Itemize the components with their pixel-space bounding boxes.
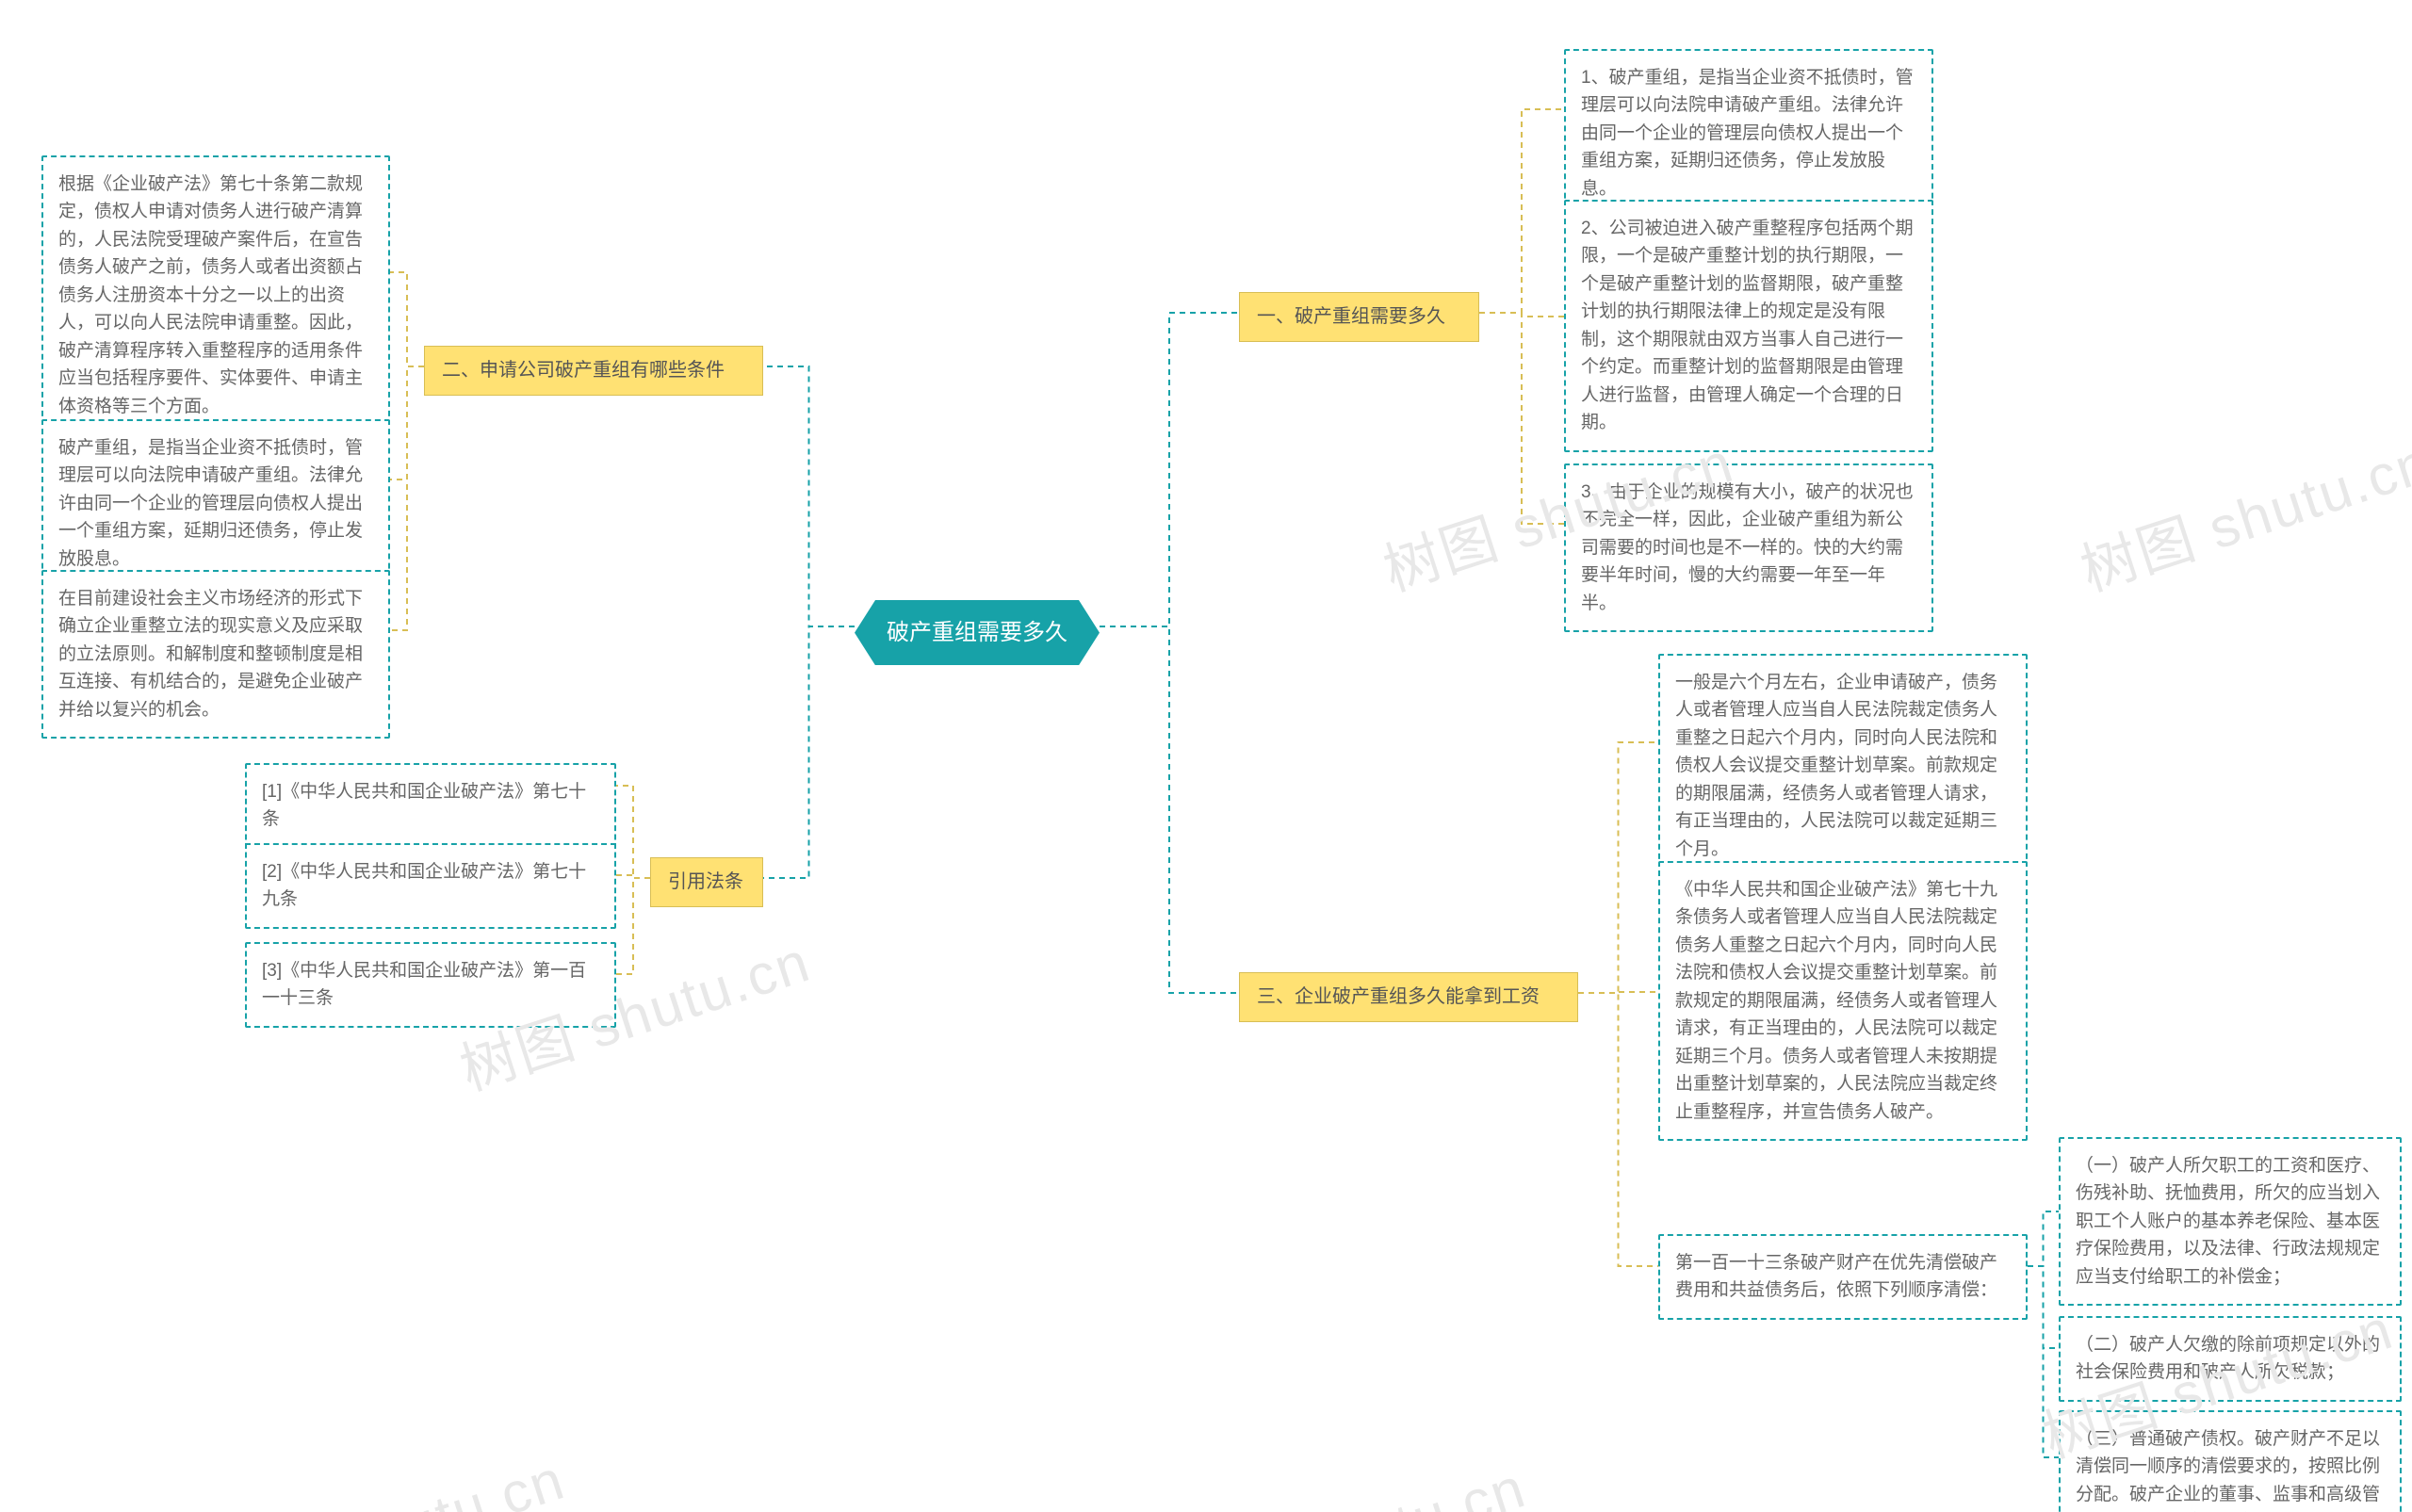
leaf-b2c2: 破产重组，是指当企业资不抵债时，管理层可以向法院申请破产重组。法律允许由同一个企… bbox=[41, 419, 390, 588]
leaf-b3c3b: （二）破产人欠缴的除前项规定以外的社会保险费用和破产人所欠税款； bbox=[2059, 1316, 2402, 1402]
connector bbox=[616, 786, 650, 878]
connector bbox=[616, 875, 650, 878]
connector bbox=[2028, 1266, 2059, 1457]
connector bbox=[1578, 742, 1658, 993]
connector bbox=[1479, 313, 1564, 317]
connector bbox=[2028, 1266, 2059, 1348]
connector bbox=[616, 878, 650, 974]
connector bbox=[390, 272, 424, 366]
leaf-b3c2: 《中华人民共和国企业破产法》第七十九条债务人或者管理人应当自人民法院裁定债务人重… bbox=[1658, 861, 2028, 1141]
connector bbox=[1100, 313, 1239, 626]
connector bbox=[2028, 1211, 2059, 1266]
connector bbox=[1100, 626, 1239, 993]
leaf-b3c3: 第一百一十三条破产财产在优先清偿破产费用和共益债务后，依照下列顺序清偿： bbox=[1658, 1234, 2028, 1320]
leaf-b2c3: 在目前建设社会主义市场经济的形式下确立企业重整立法的现实意义及应采取的立法原则。… bbox=[41, 570, 390, 739]
leaf-b3c3a: （一）破产人所欠职工的工资和医疗、伤残补助、抚恤费用，所欠的应当划入职工个人账户… bbox=[2059, 1137, 2402, 1306]
leaf-b4c1: [1]《中华人民共和国企业破产法》第七十条 bbox=[245, 763, 616, 849]
branch-b4: 引用法条 bbox=[650, 857, 763, 907]
leaf-b3c3c: （三）普通破产债权。破产财产不足以清偿同一顺序的清偿要求的，按照比例分配。破产企… bbox=[2059, 1410, 2402, 1512]
leaf-b2c1: 根据《企业破产法》第七十条第二款规定，债权人申请对债务人进行破产清算的，人民法院… bbox=[41, 155, 390, 435]
connector bbox=[1479, 109, 1564, 313]
leaf-b4c2: [2]《中华人民共和国企业破产法》第七十九条 bbox=[245, 843, 616, 929]
leaf-b1c3: 3、由于企业的规模有大小，破产的状况也不完全一样，因此，企业破产重组为新公司需要… bbox=[1564, 463, 1933, 632]
watermark: 树图 shutu.cn bbox=[2069, 417, 2412, 608]
connector bbox=[763, 626, 855, 878]
connector bbox=[763, 366, 855, 626]
branch-b3: 三、企业破产重组多久能拿到工资 bbox=[1239, 972, 1578, 1022]
leaf-b4c3: [3]《中华人民共和国企业破产法》第一百一十三条 bbox=[245, 942, 616, 1028]
leaf-b3c1: 一般是六个月左右，企业申请破产，债务人或者管理人应当自人民法院裁定债务人重整之日… bbox=[1658, 654, 2028, 878]
connector bbox=[1578, 993, 1658, 1266]
branch-b2: 二、申请公司破产重组有哪些条件 bbox=[424, 346, 763, 396]
connector bbox=[1578, 992, 1658, 993]
branch-b1: 一、破产重组需要多久 bbox=[1239, 292, 1479, 342]
watermark: shutu.cn bbox=[1296, 1455, 1533, 1512]
connector bbox=[390, 366, 424, 480]
leaf-b1c2: 2、公司被迫进入破产重整程序包括两个期限，一个是破产重整计划的执行期限，一个是破… bbox=[1564, 200, 1933, 452]
connector bbox=[390, 366, 424, 630]
watermark: 图 shutu.cn bbox=[258, 1434, 574, 1512]
mindmap-center: 破产重组需要多久 bbox=[855, 600, 1100, 665]
leaf-b1c1: 1、破产重组，是指当企业资不抵债时，管理层可以向法院申请破产重组。法律允许由同一… bbox=[1564, 49, 1933, 218]
connector bbox=[1479, 313, 1564, 524]
